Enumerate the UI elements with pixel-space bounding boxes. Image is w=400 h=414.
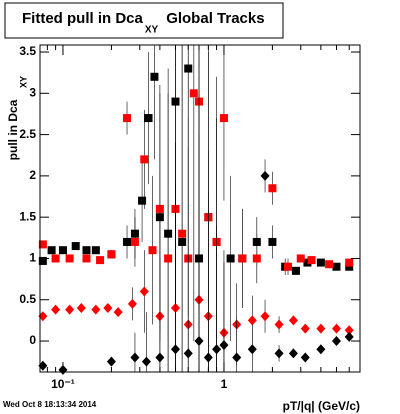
point (288, 315, 298, 326)
x-axis-label: pT/|q| (GeV/c) (283, 399, 360, 413)
point (274, 319, 284, 330)
point (247, 344, 257, 355)
point (316, 344, 326, 355)
point (325, 260, 334, 269)
point (331, 336, 341, 347)
point (65, 254, 74, 263)
point (103, 303, 113, 314)
point (51, 254, 60, 263)
point (344, 325, 354, 336)
point (183, 348, 193, 359)
point (194, 336, 204, 347)
chart-title: Fitted pull in Dca (22, 10, 143, 27)
y-tick-label: 2 (29, 168, 36, 182)
point (170, 344, 180, 355)
point (344, 331, 354, 342)
chart-title-suffix: Global Tracks (166, 10, 264, 27)
point (219, 114, 228, 123)
point (96, 256, 105, 265)
point (164, 254, 173, 263)
point (148, 246, 157, 255)
point (284, 262, 293, 271)
point (82, 246, 91, 255)
point (189, 89, 198, 98)
point (303, 258, 312, 267)
point (138, 196, 147, 205)
point (71, 242, 80, 251)
x-tick-label: 10⁻¹ (51, 377, 75, 391)
point (332, 262, 341, 271)
point (345, 262, 354, 271)
point (127, 298, 137, 309)
plot-frame (39, 44, 361, 373)
point (140, 155, 149, 164)
y-tick-label: 0 (29, 333, 36, 347)
point (291, 266, 300, 275)
y-axis-label: pull in Dca (6, 99, 20, 160)
point (288, 348, 298, 359)
point (65, 304, 75, 315)
point (91, 304, 101, 315)
point (150, 72, 159, 81)
point (238, 254, 247, 263)
point (155, 204, 164, 213)
point (155, 352, 165, 363)
point (106, 356, 116, 367)
point (331, 323, 341, 334)
point (76, 303, 86, 314)
point (38, 311, 48, 322)
point (274, 348, 284, 359)
point (232, 352, 242, 363)
point (300, 352, 310, 363)
point (58, 246, 67, 255)
point (130, 237, 139, 246)
point (107, 250, 116, 259)
y-tick-label: 1.5 (19, 209, 36, 223)
y-tick-label: 3 (29, 85, 36, 99)
point (252, 254, 261, 263)
point (268, 237, 277, 246)
point (178, 229, 187, 238)
point (345, 258, 354, 267)
point (219, 340, 229, 351)
point (307, 256, 316, 265)
y-tick-label: 0.5 (19, 292, 36, 306)
point (316, 323, 326, 334)
y-axis-label-subscript: XY (18, 76, 28, 88)
chart-title-subscript: XY (145, 25, 159, 36)
point (91, 246, 100, 255)
point (38, 256, 47, 265)
timestamp: Wed Oct 8 18:13:34 2014 (3, 400, 97, 409)
point (123, 237, 132, 246)
point (144, 114, 153, 123)
point (139, 286, 149, 297)
point (268, 184, 277, 193)
point (123, 114, 132, 123)
point (260, 311, 270, 322)
y-tick-label: 2.5 (19, 127, 36, 141)
point (38, 360, 48, 371)
y-label-group: pull in Dca XY (6, 76, 28, 160)
point (316, 258, 325, 267)
point (226, 254, 235, 263)
point (141, 356, 151, 367)
point (130, 352, 140, 363)
x-tick-label: 1 (221, 377, 228, 391)
point (260, 170, 270, 181)
point (212, 344, 222, 355)
point (203, 352, 213, 363)
point (300, 323, 310, 334)
point (247, 315, 257, 326)
point (38, 240, 47, 249)
title-box (4, 2, 284, 39)
point (82, 254, 91, 263)
y-tick-label: 3.5 (19, 44, 36, 58)
point (51, 304, 61, 315)
y-tick-label: 1 (29, 251, 36, 265)
point (296, 254, 305, 263)
point (113, 307, 123, 318)
point (47, 246, 56, 255)
